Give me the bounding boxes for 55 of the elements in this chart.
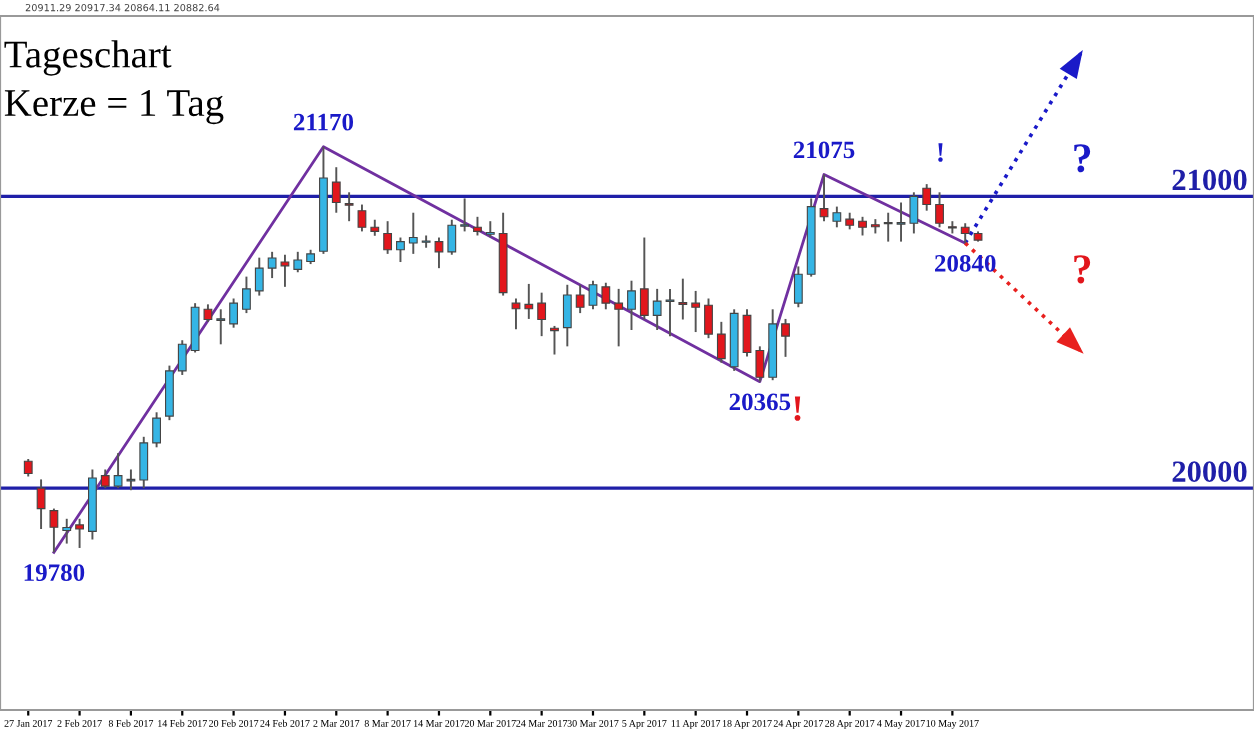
candlestick <box>691 289 701 334</box>
candlestick <box>704 297 713 340</box>
candlestick <box>229 297 239 329</box>
candlestick <box>793 265 803 309</box>
chart-title: Tageschart <box>4 40 172 76</box>
candlestick <box>216 308 226 346</box>
candlestick <box>935 191 944 229</box>
candlestick <box>408 211 418 255</box>
candlestick <box>716 320 726 364</box>
annotation: 19780 <box>24 564 85 582</box>
candlestick <box>562 283 572 348</box>
candlestick <box>254 256 264 297</box>
candlestick <box>524 282 534 320</box>
candlestick <box>627 279 636 331</box>
candlestick <box>100 468 110 490</box>
annotation: 21075 <box>793 141 855 159</box>
candlestick <box>511 297 521 331</box>
candlestick <box>614 287 624 348</box>
annotation: 20365 <box>729 393 791 411</box>
candlestick <box>550 324 559 356</box>
candlestick <box>139 435 149 490</box>
candlestick <box>678 277 688 321</box>
candlestick <box>639 236 649 321</box>
candlestick <box>165 364 174 422</box>
ref-line-label: 21000 <box>1172 169 1247 191</box>
annotation: ! <box>794 396 801 421</box>
candlestick <box>75 517 84 549</box>
candlestick <box>293 250 303 274</box>
candlestick <box>781 317 790 358</box>
candlestick <box>447 218 457 256</box>
annotation: ? <box>1074 255 1091 284</box>
candlestick <box>460 197 470 233</box>
candlestick <box>473 215 482 237</box>
candlestick <box>331 166 341 214</box>
candlestick <box>344 191 354 223</box>
candlestick <box>396 236 405 263</box>
annotation: 21170 <box>293 113 354 131</box>
ref-line-label: 20000 <box>1172 461 1247 482</box>
candlestick <box>62 517 72 545</box>
chart-subtitle: Kerze = 1 Tag <box>4 90 224 125</box>
annotation: 20840 <box>935 254 996 272</box>
annotation: ! <box>938 143 943 162</box>
candlestick <box>152 411 161 449</box>
candlestick <box>383 220 393 255</box>
candlestick <box>601 281 611 311</box>
candlestick <box>49 507 59 554</box>
candlestick <box>858 215 867 237</box>
candlestick <box>883 211 893 243</box>
candlestick <box>357 203 367 233</box>
annotation: ? <box>1074 144 1091 173</box>
candlestick <box>242 275 251 315</box>
candlestick <box>537 291 547 338</box>
candlestick <box>36 478 46 530</box>
candlestick <box>922 183 932 212</box>
candlestick <box>177 339 187 376</box>
